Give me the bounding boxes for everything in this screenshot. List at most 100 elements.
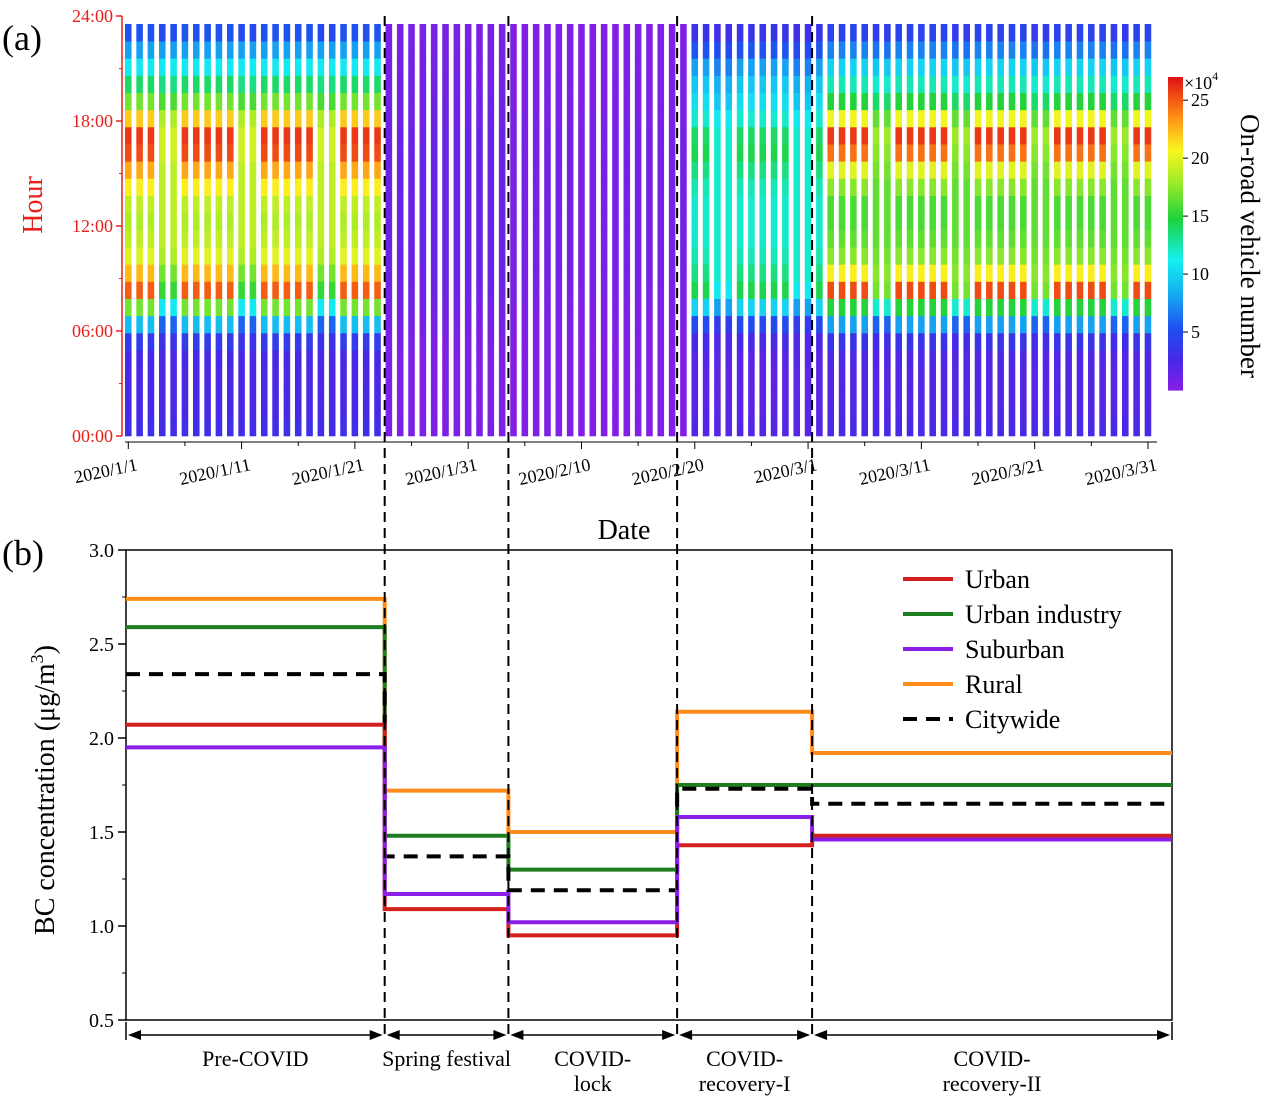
heatmap-cell [872,41,880,59]
colorbar-segment [1168,144,1183,149]
heatmap-cell [861,178,868,196]
heatmap-cell [1110,264,1118,282]
heatmap-cell [521,195,529,214]
heatmap-cell [714,161,721,179]
heatmap-cell [249,281,257,299]
heatmap-cell [929,418,936,437]
heatmap-cell [317,195,325,214]
heatmap-cell [136,350,143,368]
heatmap-cell [532,281,540,299]
heatmap-cell [385,212,393,231]
heatmap-cell [872,247,880,265]
heatmap-cell [589,298,597,317]
heatmap-cell [578,264,585,282]
heatmap-cell [147,264,155,282]
heatmap-cell [770,195,778,214]
heatmap-cell [782,384,789,402]
heatmap-cell [952,212,959,231]
heatmap-cell [408,195,415,214]
heatmap-cell [340,281,347,299]
heatmap-cell [442,161,449,179]
heatmap-cell [215,298,223,317]
heatmap-cell [600,212,608,231]
heatmap-cell [408,384,415,402]
heatmap-cell [396,333,404,351]
heatmap-cell [668,75,676,93]
heatmap-cell [260,109,268,128]
heatmap-cell [487,333,495,351]
heatmap-cell [532,264,540,282]
heatmap-cell [215,212,223,231]
heatmap-cell [895,367,902,385]
heatmap-cell [351,230,359,248]
heatmap-cell [544,161,551,179]
heatmap-cell [442,281,449,299]
heatmap-cell [748,418,755,437]
heatmap-cell [872,298,880,317]
heatmap-cell [872,109,880,128]
heatmap-cell [759,75,767,93]
heatmap-cell [872,195,880,214]
heatmap-cell [362,333,370,351]
heatmap-cell [918,298,925,317]
heatmap-cell [487,367,495,385]
heatmap-cell [804,109,812,128]
heatmap-cell [952,367,959,385]
heatmap-cell [498,315,506,334]
heatmap-cell [1122,92,1129,111]
colorbar-segment [1168,118,1183,122]
heatmap-cell [1031,24,1038,42]
heatmap-cell [974,401,982,420]
heatmap-cell [872,401,880,420]
heatmap-cell [1122,418,1129,437]
heatmap-cell [147,401,155,420]
heatmap-cell [306,127,313,145]
heatmap-cell [385,384,393,402]
heatmap-cell [1054,281,1061,299]
heatmap-cell [555,161,563,179]
heatmap-cell [1133,195,1140,214]
heatmap-cell [1122,41,1129,59]
period-label: COVID- [706,1046,783,1071]
heatmap-cell [374,195,381,214]
heatmap-cell [804,384,812,402]
heatmap-cell [816,350,823,368]
heatmap-cell [680,144,687,162]
heatmap-cell [544,333,551,351]
heatmap-cell [725,401,733,420]
heatmap-cell [634,333,642,351]
heatmap-cell [714,418,721,437]
heatmap-cell [1099,195,1106,214]
heatmap-cell [283,333,291,351]
heatmap-cell [328,264,336,282]
heatmap-cell [974,161,982,179]
heatmap-cell [544,58,551,76]
heatmap-cell [827,24,835,42]
heatmap-cell [1076,247,1084,265]
heatmap-cell [1020,281,1027,299]
heatmap-cell [294,367,302,385]
heatmap-cell [272,127,279,145]
heatmap-cell [1054,161,1061,179]
heatmap-cell [782,418,789,437]
heatmap-cell [249,230,257,248]
heatmap-cell [906,92,914,111]
panel-a-label: (a) [2,18,42,58]
heatmap-cell [612,109,619,128]
heatmap-cell [668,333,676,351]
heatmap-cell [634,281,642,299]
heatmap-cell [555,109,563,128]
heatmap-cell [884,384,891,402]
heatmap-cell [1042,230,1050,248]
heatmap-cell [997,315,1004,334]
heatmap-cell [850,24,857,42]
x-tick-label: 2020/3/11 [857,454,932,489]
heatmap-cell [328,109,336,128]
heatmap-cell [612,384,619,402]
heatmap-cell [1031,109,1038,128]
heatmap-cell [759,127,767,145]
heatmap-cell [317,127,325,145]
colorbar-segment [1168,358,1183,362]
heatmap-cell [249,264,257,282]
heatmap-cell [850,315,857,334]
